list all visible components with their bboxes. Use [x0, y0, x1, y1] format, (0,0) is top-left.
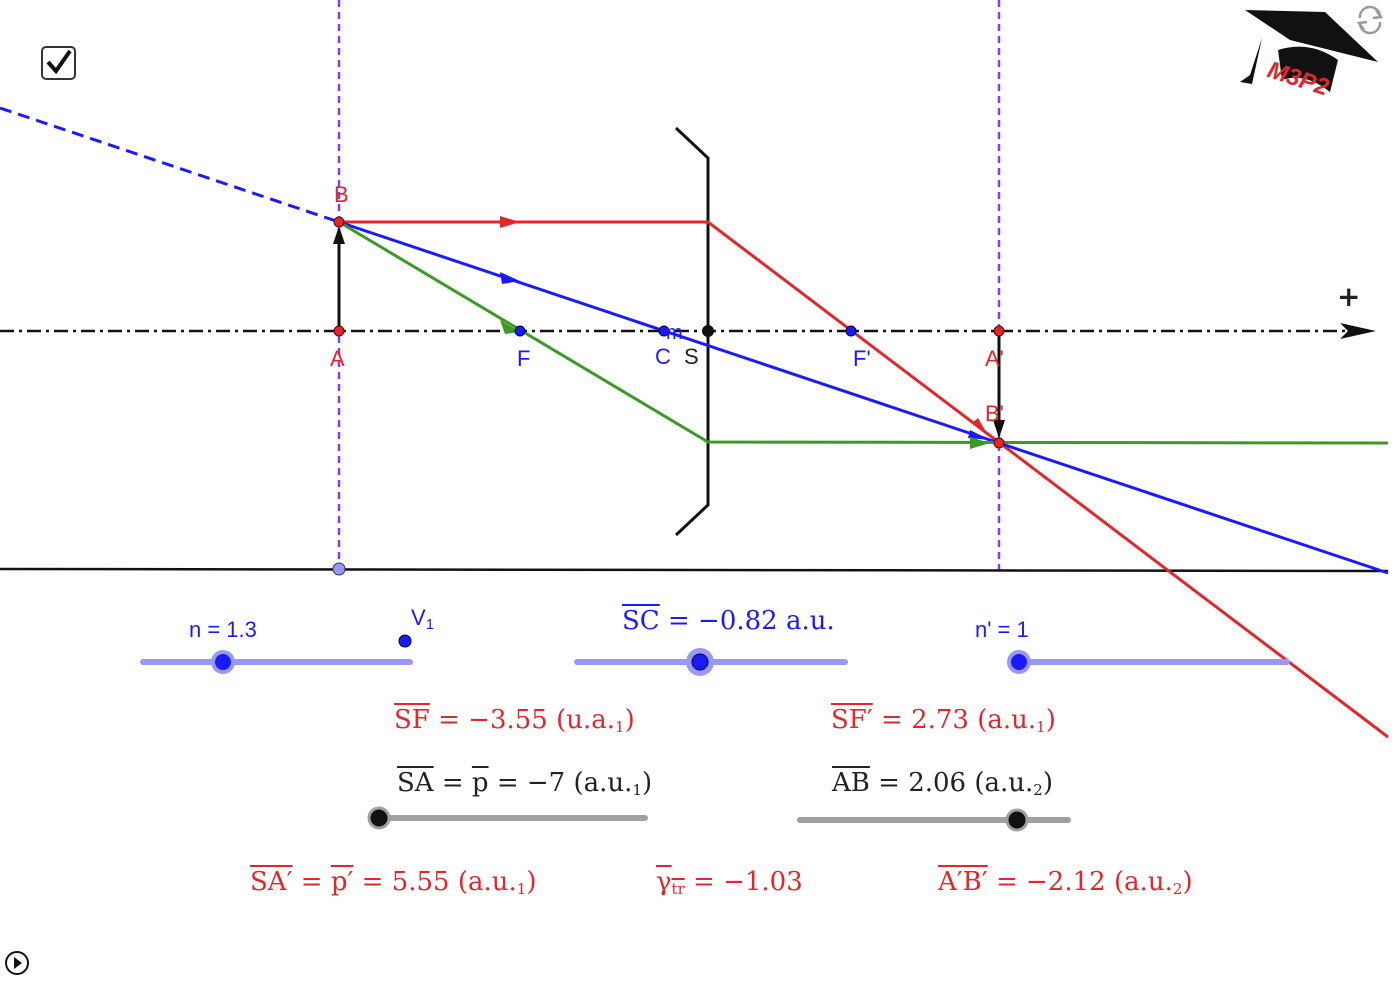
result-SF: SF = −3.55 (u.a.1): [394, 705, 635, 736]
blue-ray: [338, 220, 1389, 575]
label-F: F: [517, 346, 531, 371]
label-C: C: [655, 344, 671, 369]
result-SF-prime: SF′ = 2.73 (a.u.1): [831, 705, 1056, 736]
plus-direction-label: +: [1337, 280, 1361, 313]
result-SA-prime: SA′ = p′ = 5.55 (a.u.1): [250, 867, 537, 898]
label-m: m: [666, 322, 683, 344]
check-icon: [46, 49, 72, 75]
slider-np-handle[interactable]: [1007, 650, 1031, 674]
green-ray: [338, 220, 1389, 445]
slider-AB-handle[interactable]: [1005, 808, 1029, 832]
point-C: [658, 325, 670, 337]
refresh-icon[interactable]: [1356, 5, 1384, 35]
label-V1: V1: [411, 605, 435, 633]
slider-SA-label: SA = p = −7 (a.u.1): [397, 768, 653, 799]
red-ray: [339, 220, 1389, 739]
result-ApBp: A′B′ = −2.12 (a.u.2): [938, 867, 1193, 898]
green-arrow-icon-2: [970, 437, 990, 449]
slider-SA-handle[interactable]: [367, 806, 391, 830]
graduation-cap-icon: [1240, 10, 1378, 92]
point-F: [514, 325, 526, 337]
slider-AB-label: AB = 2.06 (a.u.2): [832, 768, 1053, 799]
label-B: B: [334, 182, 349, 207]
slider-np-label: n' = 1: [975, 617, 1029, 642]
label-A: A: [330, 346, 345, 371]
point-F-prime: [845, 325, 857, 337]
slider-n-handle[interactable]: [211, 650, 235, 674]
point-S[interactable]: [702, 325, 714, 337]
red-arrow-icon: [500, 216, 520, 228]
red-arrow-icon-2: [972, 418, 989, 437]
label-A-prime: A': [985, 346, 1004, 371]
point-B[interactable]: [333, 216, 345, 228]
base-point[interactable]: [332, 562, 346, 576]
label-F-prime: F': [853, 346, 871, 371]
blue-virtual-ray: [0, 106, 340, 224]
point-A[interactable]: [333, 325, 345, 337]
point-V1[interactable]: [398, 634, 412, 648]
label-B-prime: B': [985, 401, 1004, 426]
point-A-prime: [993, 325, 1005, 337]
slider-n-label: n = 1.3: [189, 617, 257, 642]
blue-arrow-icon: [500, 272, 520, 284]
result-gamma: γtr = −1.03: [656, 867, 803, 898]
slider-SC-label: SC = −0.82 a.u.: [622, 606, 835, 636]
blue-arrow-icon-2: [968, 430, 990, 440]
label-S: S: [684, 344, 699, 369]
show-checkbox[interactable]: [41, 46, 76, 80]
base-line: [0, 567, 1389, 573]
play-icon[interactable]: [5, 951, 29, 975]
point-B-prime: [993, 437, 1005, 449]
axis-arrow-icon: [1340, 323, 1376, 339]
